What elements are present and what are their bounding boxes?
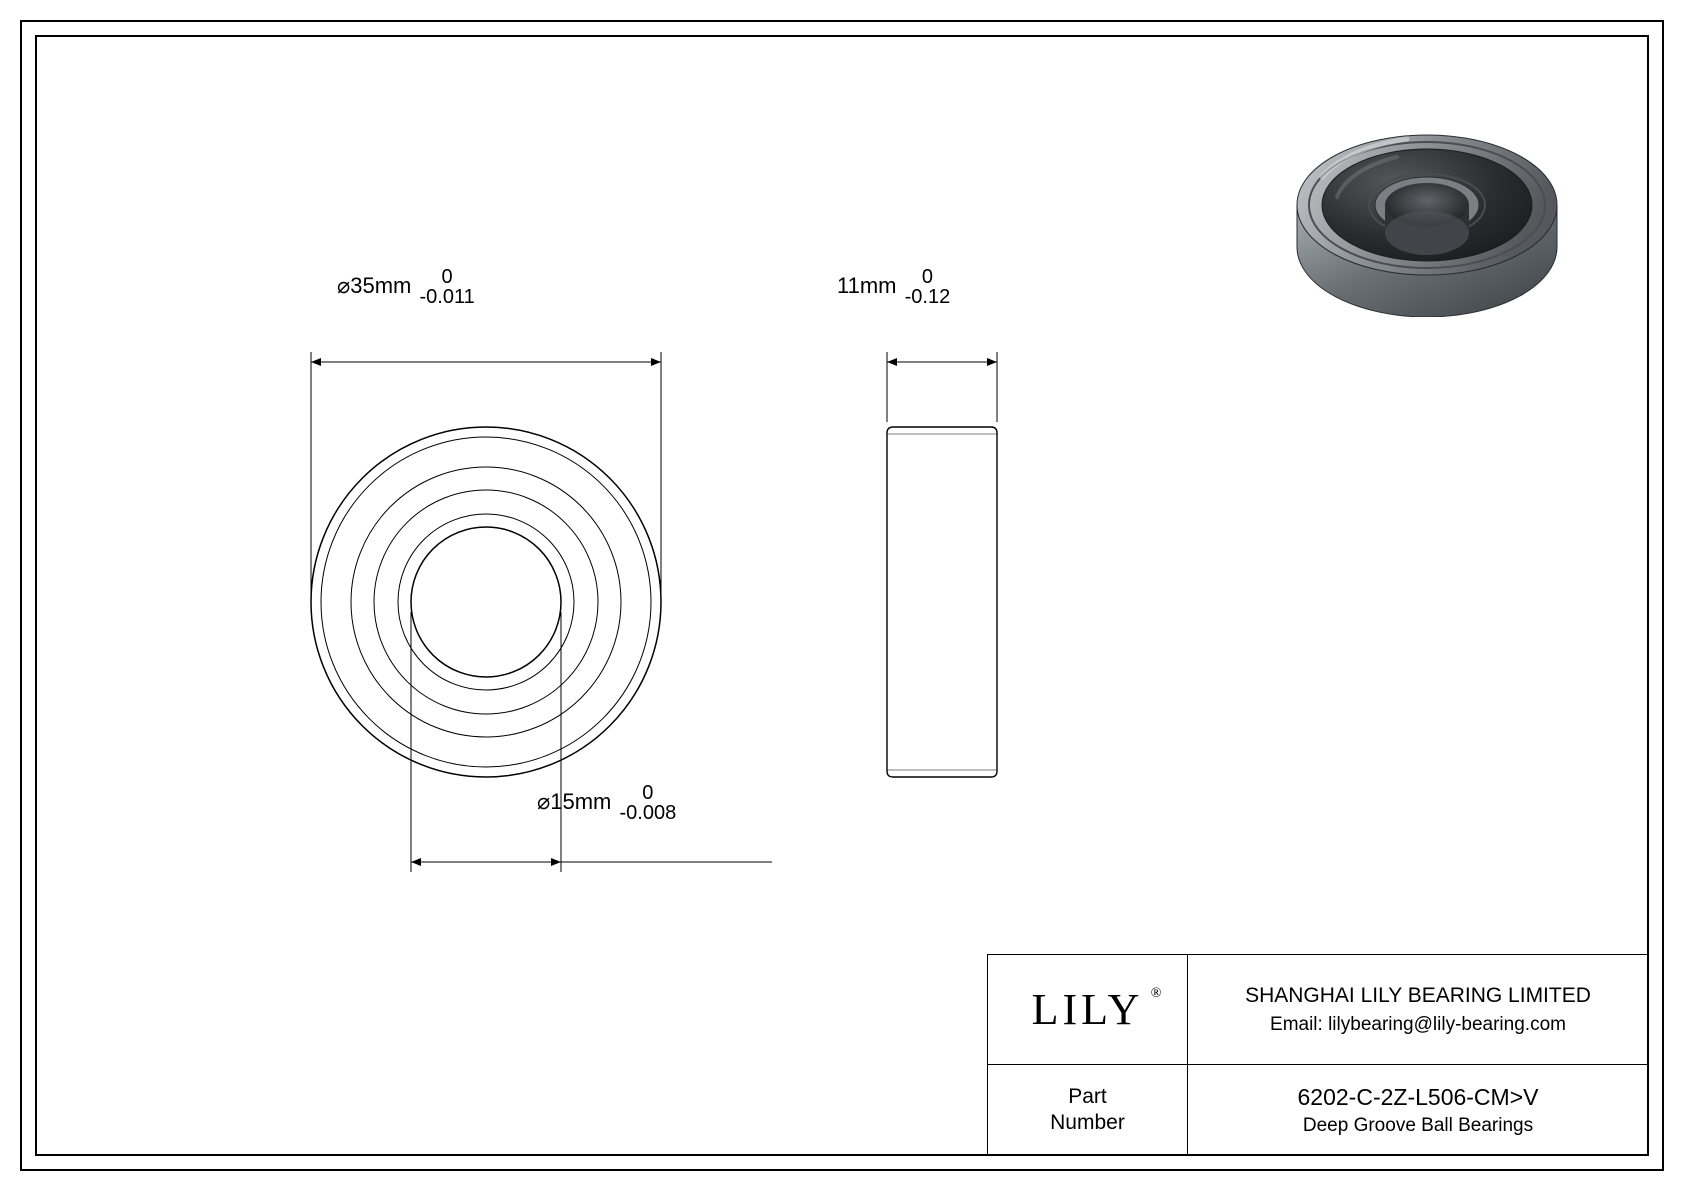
drawing-inner-frame: ⌀35mm 0 -0.011 ⌀15mm 0 -0.008 11mm 0 -0.…	[35, 35, 1649, 1156]
logo-text: LILY	[1032, 985, 1144, 1034]
side-view	[887, 427, 997, 777]
front-view	[311, 427, 661, 777]
dim-inner-tol: 0 -0.008	[620, 783, 677, 823]
dim-inner-tol-lower: -0.008	[620, 803, 677, 823]
title-block: LILY ® SHANGHAI LILY BEARING LIMITED Emai…	[987, 954, 1647, 1154]
title-block-partnumber-cell: 6202-C-2Z-L506-CM>V Deep Groove Ball Bea…	[1188, 1065, 1648, 1155]
dim-width-label: 11mm 0 -0.12	[837, 267, 950, 307]
dim-outer-main: ⌀35mm	[337, 273, 411, 298]
dim-inner-main: ⌀15mm	[537, 789, 611, 814]
dim-inner-diameter-label: ⌀15mm 0 -0.008	[537, 783, 676, 823]
company-email: Email: lilybearing@lily-bearing.com	[1270, 1014, 1566, 1036]
part-description: Deep Groove Ball Bearings	[1303, 1115, 1533, 1137]
dim-outer-tol-lower: -0.011	[420, 287, 475, 307]
dim-width-tol-lower: -0.12	[905, 287, 951, 307]
title-block-partlabel-cell: Part Number	[988, 1065, 1188, 1155]
part-number: 6202-C-2Z-L506-CM>V	[1298, 1084, 1539, 1111]
title-block-logo-cell: LILY ®	[988, 955, 1188, 1065]
dim-width-tol: 0 -0.12	[905, 267, 951, 307]
dim-width-main: 11mm	[837, 273, 897, 298]
company-logo: LILY®	[1032, 984, 1144, 1035]
bearing-3d-render	[1267, 97, 1587, 317]
registered-icon: ®	[1151, 986, 1162, 1002]
company-name: SHANGHAI LILY BEARING LIMITED	[1245, 984, 1591, 1008]
dim-outer-diameter-label: ⌀35mm 0 -0.011	[337, 267, 475, 307]
dim-outer-diameter	[311, 352, 661, 592]
dim-inner-tol-upper: 0	[620, 783, 677, 803]
dim-width	[887, 352, 997, 422]
dim-outer-tol: 0 -0.011	[420, 267, 475, 307]
dim-width-tol-upper: 0	[905, 267, 951, 287]
title-block-company-cell: SHANGHAI LILY BEARING LIMITED Email: lil…	[1188, 955, 1648, 1065]
dim-outer-tol-upper: 0	[420, 267, 475, 287]
part-label-line1: Part	[1068, 1084, 1107, 1110]
part-label-line2: Number	[1050, 1110, 1125, 1136]
